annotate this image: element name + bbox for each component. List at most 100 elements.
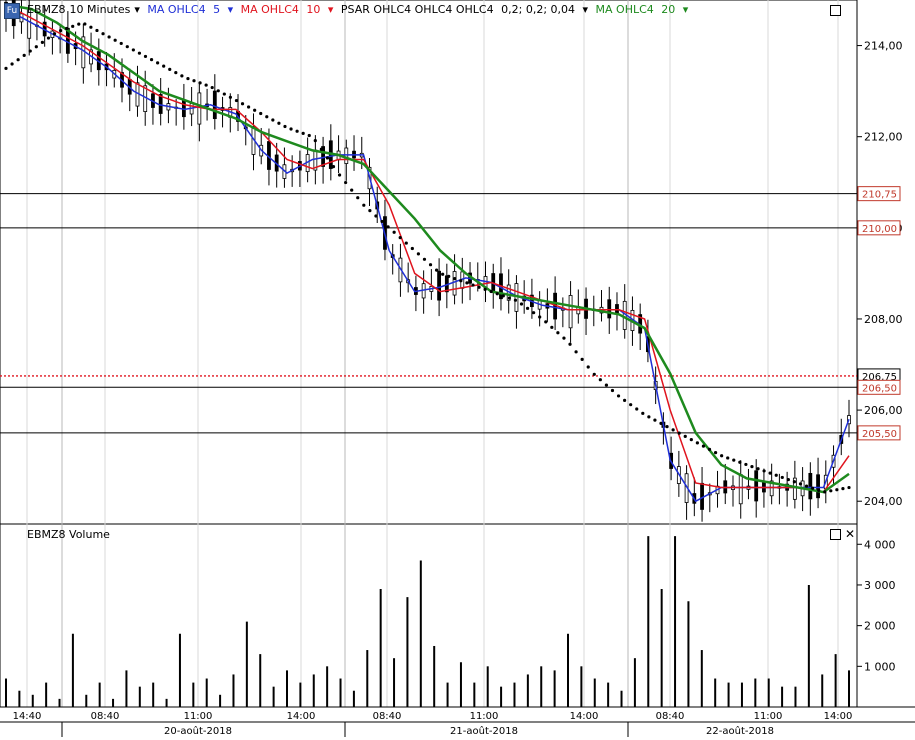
psar-dot xyxy=(792,480,797,484)
psar-dot xyxy=(811,486,815,490)
time-tick-label: 14:00 xyxy=(570,711,599,722)
candle-body xyxy=(808,472,813,500)
psar-dot xyxy=(253,108,257,112)
psar-dot xyxy=(362,203,366,207)
psar-dot xyxy=(532,311,536,315)
psar-dot xyxy=(720,454,724,458)
psar-dot xyxy=(404,241,408,245)
psar-dot xyxy=(216,89,220,93)
price-tick-label: 208,00 xyxy=(864,313,903,326)
psar-dot xyxy=(22,53,26,57)
interval-dropdown-icon[interactable]: ▾ xyxy=(134,3,140,16)
psar-dot xyxy=(131,48,135,52)
candle-body xyxy=(754,470,759,502)
psar-dot xyxy=(459,279,463,283)
psar-dot xyxy=(180,74,184,78)
psar-dot xyxy=(823,490,827,494)
candle-body xyxy=(738,474,743,505)
psar-name: PSAR OHLC4 OHLC4 OHLC4 xyxy=(340,3,494,16)
psar-dot xyxy=(465,281,469,285)
instrument-badge[interactable]: Fu xyxy=(4,3,20,19)
psar-dot xyxy=(386,225,390,229)
time-tick-label: 14:00 xyxy=(824,711,853,722)
psar-dot xyxy=(368,209,372,213)
maximize-price-pane-icon[interactable] xyxy=(830,5,841,16)
price-tick-label: 206,00 xyxy=(864,404,903,417)
ma10-period: 10 xyxy=(306,3,321,16)
psar-dot xyxy=(392,230,396,234)
psar-dot xyxy=(40,40,44,44)
date-tick-label: 22-août-2018 xyxy=(706,725,774,737)
maximize-volume-pane-icon[interactable] xyxy=(830,529,841,540)
psar-dot xyxy=(95,28,99,33)
psar-dot xyxy=(337,173,342,177)
psar-dot xyxy=(604,383,609,387)
psar-dot xyxy=(307,133,311,138)
close-volume-pane-icon[interactable]: ✕ xyxy=(845,527,856,541)
psar-dot xyxy=(495,292,499,296)
psar-dot xyxy=(89,25,93,29)
psar-dot xyxy=(586,365,590,369)
symbol-label[interactable]: EBMZ8 xyxy=(27,3,66,16)
psar-dot xyxy=(137,51,142,55)
psar-dot xyxy=(483,287,487,291)
ma10-name: MA OHLC4 xyxy=(240,3,299,16)
candle-body xyxy=(437,270,442,301)
psar-dot xyxy=(222,92,226,96)
chart-header: EBMZ8 10 Minutes ▾ MA OHLC4 5 ▾ MA OHLC4 1… xyxy=(27,3,692,16)
candle-body xyxy=(143,85,148,112)
psar-dot xyxy=(738,460,742,464)
psar-dot xyxy=(689,438,693,442)
psar-dot xyxy=(453,276,457,281)
psar-dot xyxy=(295,129,299,133)
psar-dot xyxy=(198,81,202,85)
psar-dot xyxy=(34,45,38,49)
psar-legend[interactable]: PSAR OHLC4 OHLC4 OHLC4 0,2; 0,2; 0,04 ▾ xyxy=(340,3,589,16)
psar-dot xyxy=(653,418,657,422)
date-tick-label: 21-août-2018 xyxy=(450,725,518,737)
psar-dot xyxy=(52,32,57,36)
psar-dot xyxy=(162,64,166,68)
ma20-legend[interactable]: MA OHLC4 20 ▾ xyxy=(595,3,689,16)
volume-tick-label: 3 000 xyxy=(864,579,896,592)
psar-dot xyxy=(817,488,821,492)
psar-dot xyxy=(701,444,706,448)
time-tick-label: 11:00 xyxy=(184,711,213,722)
psar-dot xyxy=(156,61,160,65)
psar-dot xyxy=(798,482,803,486)
volume-pane-title: EBMZ8 Volume xyxy=(27,528,110,541)
interval-label[interactable]: 10 Minutes xyxy=(69,3,131,16)
psar-dot xyxy=(234,98,239,103)
psar-dot xyxy=(519,302,524,306)
psar-dot xyxy=(271,118,275,122)
price-tick-label: 212,00 xyxy=(864,131,903,144)
psar-dot xyxy=(744,462,748,467)
ma5-line xyxy=(5,8,850,503)
psar-dot xyxy=(647,415,651,419)
time-tick-label: 14:40 xyxy=(13,711,42,722)
price-tick-label: 214,00 xyxy=(864,40,903,53)
level-tag-label: 210,00 xyxy=(862,224,897,235)
psar-dot xyxy=(732,458,736,462)
psar-dot xyxy=(804,484,809,488)
psar-dot xyxy=(683,434,687,438)
psar-dot xyxy=(507,296,511,300)
psar-dot xyxy=(513,298,518,302)
psar-dot xyxy=(665,425,669,429)
psar-dot xyxy=(46,36,51,40)
psar-dot xyxy=(301,131,305,135)
candle-body xyxy=(452,271,457,296)
ma20-name: MA OHLC4 xyxy=(595,3,654,16)
psar-dot xyxy=(477,285,481,289)
psar-dot xyxy=(768,471,772,475)
ma10-legend[interactable]: MA OHLC4 10 ▾ xyxy=(240,3,334,16)
ma5-legend[interactable]: MA OHLC4 5 ▾ xyxy=(147,3,234,16)
psar-dot xyxy=(374,214,378,218)
psar-dot xyxy=(525,306,530,310)
psar-dot xyxy=(695,441,699,445)
psar-dot xyxy=(4,66,8,70)
psar-dot xyxy=(471,283,475,287)
ma5-name: MA OHLC4 xyxy=(147,3,206,16)
psar-dot xyxy=(441,272,445,276)
